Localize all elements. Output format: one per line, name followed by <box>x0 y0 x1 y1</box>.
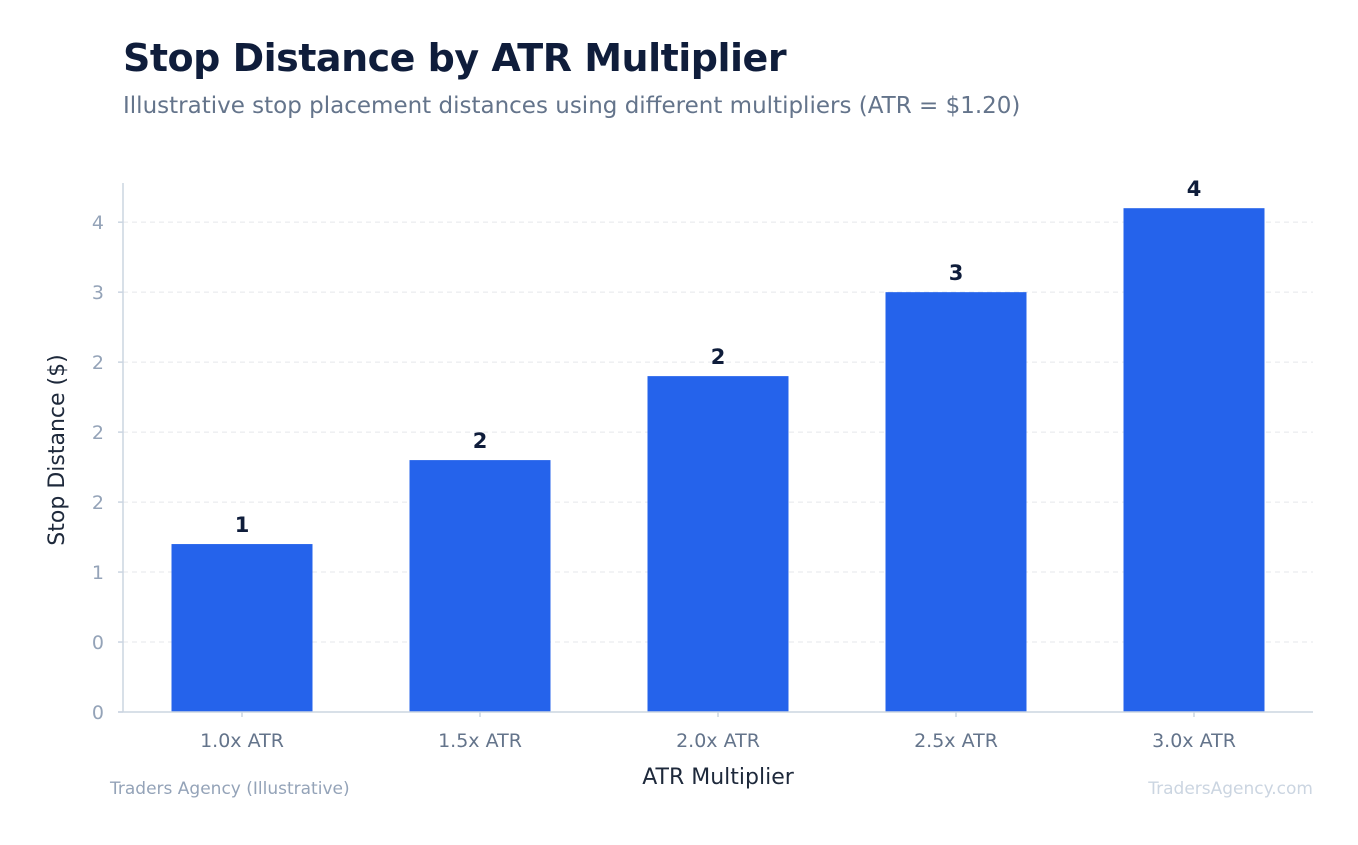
bar-value-label: 1 <box>235 513 250 537</box>
x-axis-ticks: 1.0x ATR 1.5x ATR 2.0x ATR 2.5x ATR 3.0x ATR <box>200 712 1236 752</box>
x-tick-label: 3.0x ATR <box>1152 730 1236 752</box>
bar-value-label: 2 <box>473 429 488 453</box>
bar-value-label: 3 <box>949 261 964 285</box>
x-axis-label: ATR Multiplier <box>642 765 795 790</box>
y-tick-label: 3 <box>92 282 104 304</box>
x-tick-label: 1.5x ATR <box>438 730 522 752</box>
source-note: Traders Agency (Illustrative) <box>110 779 350 799</box>
bar-value-label: 4 <box>1187 177 1202 201</box>
x-tick-label: 2.0x ATR <box>676 730 760 752</box>
y-axis-ticks: 0 0 1 2 2 2 3 4 <box>92 212 123 724</box>
bar <box>409 460 551 712</box>
y-axis-label: Stop Distance ($) <box>45 354 70 545</box>
y-tick-label: 0 <box>92 702 104 724</box>
bar <box>171 544 313 712</box>
y-tick-label: 4 <box>92 212 104 234</box>
y-tick-label: 0 <box>92 632 104 654</box>
watermark: TradersAgency.com <box>1148 779 1313 799</box>
y-tick-label: 2 <box>92 422 104 444</box>
bar-value-label: 2 <box>711 345 726 369</box>
bar-value-labels: 1 2 2 3 4 <box>235 177 1202 537</box>
bar <box>647 376 789 712</box>
x-tick-label: 2.5x ATR <box>914 730 998 752</box>
bar <box>1123 208 1265 712</box>
y-tick-label: 1 <box>92 562 104 584</box>
chart-title: Stop Distance by ATR Multiplier <box>123 36 787 80</box>
bar <box>885 292 1027 712</box>
chart-subtitle: Illustrative stop placement distances us… <box>123 93 1021 119</box>
bars <box>171 208 1265 712</box>
x-tick-label: 1.0x ATR <box>200 730 284 752</box>
y-tick-label: 2 <box>92 352 104 374</box>
y-tick-label: 2 <box>92 492 104 514</box>
